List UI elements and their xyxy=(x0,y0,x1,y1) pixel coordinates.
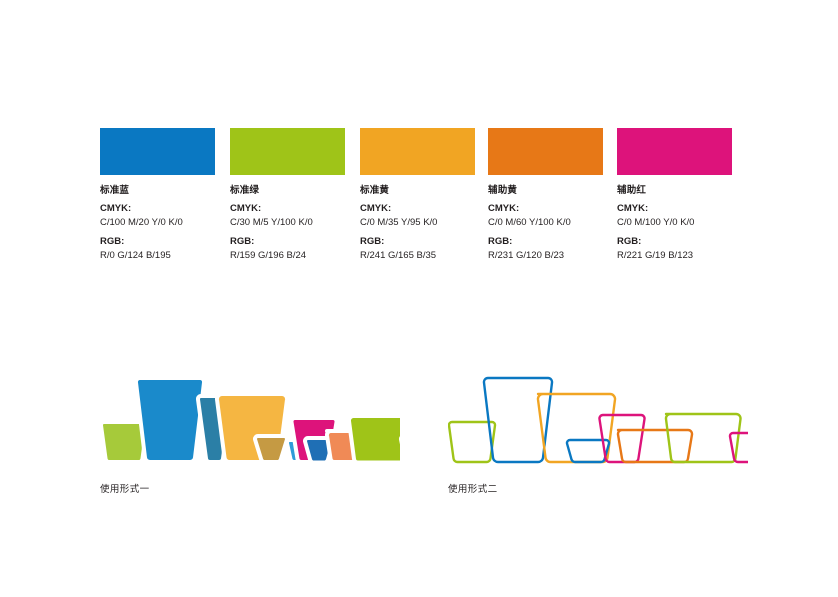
cmyk-label: CMYK: xyxy=(360,203,392,215)
color-chip-accent-red xyxy=(617,128,732,175)
color-name-label: 标准黄 xyxy=(360,185,390,196)
logo-usage-forms: 使用形式一 使用形式二 xyxy=(0,370,838,500)
cmyk-label: CMYK: xyxy=(488,203,520,215)
rgb-value: R/159 G/196 B/24 xyxy=(230,250,307,262)
rgb-label: RGB: xyxy=(230,236,255,248)
color-swatch-block-2: 标准绿 CMYK: C/30 M/5 Y/100 K/0 RGB: R/159 … xyxy=(230,128,362,262)
color-chip-accent-yellow xyxy=(488,128,603,175)
rgb-label: RGB: xyxy=(488,236,513,248)
color-chip-standard-blue xyxy=(100,128,215,175)
rgb-label: RGB: xyxy=(617,236,642,248)
rgb-value: R/221 G/19 B/123 xyxy=(617,250,694,262)
cmyk-value: C/0 M/60 Y/100 K/0 xyxy=(488,217,571,229)
usage-caption-one: 使用形式一 xyxy=(100,484,150,495)
color-chip-standard-yellow xyxy=(360,128,475,175)
color-name-label: 标准蓝 xyxy=(100,185,130,196)
usage-caption-two: 使用形式二 xyxy=(448,484,498,495)
rgb-value: R/241 G/165 B/35 xyxy=(360,250,437,262)
logo-mark-outline xyxy=(448,376,748,464)
color-name-label: 辅助黄 xyxy=(488,185,518,196)
cmyk-value: C/0 M/35 Y/95 K/0 xyxy=(360,217,438,229)
cmyk-label: CMYK: xyxy=(617,203,649,215)
color-swatch-block-5: 辅助红 CMYK: C/0 M/100 Y/0 K/0 RGB: R/221 G… xyxy=(617,128,749,262)
rgb-label: RGB: xyxy=(360,236,385,248)
color-name-label: 标准绿 xyxy=(230,185,260,196)
cmyk-label: CMYK: xyxy=(100,203,132,215)
usage-form-one: 使用形式一 xyxy=(100,370,400,495)
color-swatch-block-3: 标准黄 CMYK: C/0 M/35 Y/95 K/0 RGB: R/241 G… xyxy=(360,128,492,262)
brand-color-palette: 标准蓝 CMYK: C/100 M/20 Y/0 K/0 RGB: R/0 G/… xyxy=(0,128,838,268)
color-chip-standard-green xyxy=(230,128,345,175)
color-swatch-block-4: 辅助黄 CMYK: C/0 M/60 Y/100 K/0 RGB: R/231 … xyxy=(488,128,620,262)
color-name-label: 辅助红 xyxy=(617,185,647,196)
cmyk-value: C/30 M/5 Y/100 K/0 xyxy=(230,217,313,229)
color-swatch-block-1: 标准蓝 CMYK: C/100 M/20 Y/0 K/0 RGB: R/0 G/… xyxy=(100,128,232,262)
cmyk-label: CMYK: xyxy=(230,203,262,215)
logo-mark-filled xyxy=(100,376,400,465)
rgb-value: R/231 G/120 B/23 xyxy=(488,250,565,262)
rgb-value: R/0 G/124 B/195 xyxy=(100,250,171,262)
cmyk-value: C/0 M/100 Y/0 K/0 xyxy=(617,217,695,229)
usage-form-two: 使用形式二 xyxy=(448,370,748,495)
cmyk-value: C/100 M/20 Y/0 K/0 xyxy=(100,217,183,229)
rgb-label: RGB: xyxy=(100,236,125,248)
